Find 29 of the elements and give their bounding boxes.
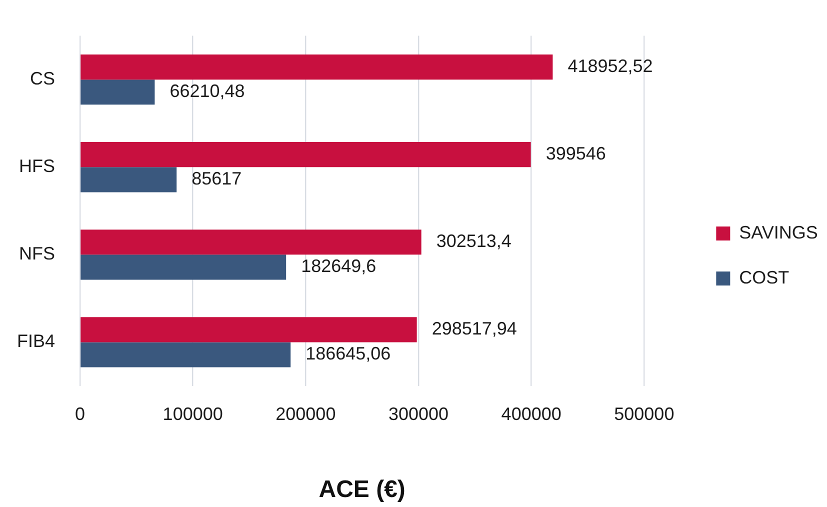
bar	[80, 167, 177, 192]
legend-label: SAVINGS	[739, 222, 818, 242]
data-label: 85617	[192, 168, 242, 189]
bar	[80, 254, 286, 280]
y-tick-label: FIB4	[16, 331, 55, 352]
y-tick-label: NFS	[19, 244, 55, 264]
y-tick-label: CS	[30, 68, 55, 89]
data-label: 298517,94	[432, 318, 517, 339]
x-tick-label: 500000	[614, 404, 674, 424]
bar	[80, 54, 553, 80]
legend-label: COST	[739, 267, 790, 288]
x-tick-label: 0	[74, 404, 86, 424]
data-label: 186645,06	[306, 344, 391, 364]
bar	[80, 342, 291, 368]
data-label: 302513,4	[436, 231, 512, 252]
bar	[80, 230, 422, 255]
data-label: 399546	[546, 144, 606, 164]
bar	[80, 317, 417, 342]
data-label: 66210,48	[170, 81, 245, 102]
data-label: 418952,52	[568, 56, 653, 76]
y-tick-label: HFS	[19, 156, 55, 176]
bar	[80, 80, 155, 105]
x-axis-title: ACE (€)	[318, 476, 406, 504]
data-label: 182649,6	[301, 256, 376, 276]
bar	[80, 142, 531, 168]
x-tick-label: 100000	[162, 404, 223, 424]
x-tick-label: 300000	[388, 404, 449, 424]
x-tick-label: 200000	[276, 404, 336, 424]
x-tick-label: 400000	[501, 404, 562, 424]
